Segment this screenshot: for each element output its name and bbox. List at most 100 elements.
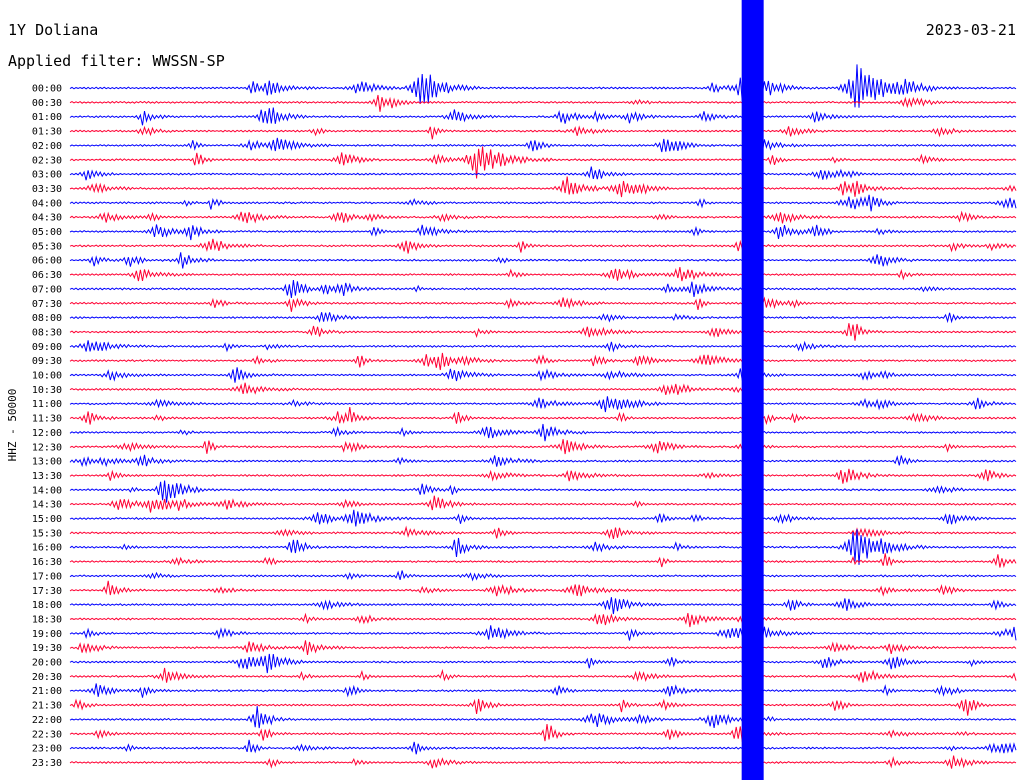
seismic-trace <box>69 407 1017 426</box>
trace-time-label: 13:00 <box>32 457 62 468</box>
trace-time-label: 07:30 <box>32 299 62 310</box>
trace-time-label: 05:00 <box>32 227 62 238</box>
seismic-trace <box>69 210 1017 224</box>
seismic-trace <box>69 312 1017 324</box>
date-label: 2023-03-21 <box>926 21 1016 39</box>
trace-time-label: 10:00 <box>32 371 62 382</box>
trace-time-label: 16:00 <box>32 543 62 554</box>
seismic-trace <box>69 755 1017 769</box>
seismic-trace <box>69 125 1017 140</box>
seismic-trace <box>69 653 1017 674</box>
trace-time-labels: 00:00 00:30 01:00 01:30 02:00 02:30 03:00 03:30… <box>32 84 62 769</box>
trace-time-label: 19:30 <box>32 643 62 654</box>
trace-time-label: 03:00 <box>32 170 62 181</box>
trace-time-label: 01:30 <box>32 127 62 138</box>
trace-time-label: 11:00 <box>32 399 62 410</box>
trace-time-label: 20:30 <box>32 672 62 683</box>
trace-time-label: 23:30 <box>32 758 62 769</box>
trace-time-label: 21:30 <box>32 701 62 712</box>
trace-time-label: 17:00 <box>32 571 62 582</box>
seismic-trace <box>69 698 1017 716</box>
seismic-trace <box>69 423 1017 442</box>
trace-time-label: 22:00 <box>32 715 62 726</box>
seismic-trace <box>69 468 1017 484</box>
trace-time-label: 10:30 <box>32 385 62 396</box>
seismic-trace <box>69 267 1017 282</box>
seismic-trace <box>69 612 1017 628</box>
y-axis-label: HHZ - 50000 <box>6 389 19 462</box>
trace-time-label: 21:00 <box>32 686 62 697</box>
seismic-trace <box>69 382 1017 396</box>
seismic-trace <box>69 224 1017 241</box>
seismic-trace <box>69 323 1017 341</box>
trace-time-label: 06:00 <box>32 256 62 267</box>
seismic-trace <box>69 454 1017 468</box>
trace-time-label: 15:30 <box>32 528 62 539</box>
seismic-trace <box>69 146 1017 179</box>
seismic-trace <box>69 623 1017 646</box>
trace-time-label: 18:00 <box>32 600 62 611</box>
seismic-trace <box>69 580 1017 597</box>
trace-time-label: 17:30 <box>32 586 62 597</box>
seismic-trace <box>69 739 1017 755</box>
trace-time-label: 08:30 <box>32 327 62 338</box>
trace-time-label: 12:30 <box>32 442 62 453</box>
trace-time-label: 16:30 <box>32 557 62 568</box>
seismic-trace <box>69 683 1017 698</box>
seismic-trace <box>69 495 1017 513</box>
station-title: 1Y Doliana <box>8 21 98 39</box>
seismic-trace <box>69 107 1017 126</box>
trace-time-label: 09:30 <box>32 356 62 367</box>
trace-time-label: 06:30 <box>32 270 62 281</box>
trace-time-label: 19:00 <box>32 629 62 640</box>
seismic-trace <box>69 280 1017 298</box>
trace-time-label: 23:00 <box>32 744 62 755</box>
saturated-signal-band <box>741 0 764 780</box>
seismic-trace <box>69 438 1017 455</box>
seismic-trace <box>69 640 1017 655</box>
saturated-event <box>741 0 764 780</box>
seismic-trace <box>69 137 1017 153</box>
trace-time-label: 13:30 <box>32 471 62 482</box>
trace-time-label: 07:00 <box>32 284 62 295</box>
trace-time-label: 14:30 <box>32 500 62 511</box>
trace-time-label: 11:30 <box>32 414 62 425</box>
trace-time-label: 00:00 <box>32 84 62 95</box>
seismic-trace <box>69 570 1017 582</box>
trace-time-label: 02:30 <box>32 155 62 166</box>
seismic-trace <box>69 166 1017 181</box>
seismic-trace <box>69 509 1017 527</box>
trace-time-label: 00:30 <box>32 98 62 109</box>
seismic-trace <box>69 176 1017 198</box>
seismic-trace <box>69 667 1017 683</box>
seismic-trace <box>69 553 1017 569</box>
trace-time-label: 22:30 <box>32 729 62 740</box>
seismic-trace <box>69 529 1017 565</box>
seismic-trace <box>69 706 1017 729</box>
seismic-trace <box>69 252 1017 269</box>
trace-time-label: 01:00 <box>32 112 62 123</box>
trace-time-label: 04:00 <box>32 198 62 209</box>
filter-label: Applied filter: WWSSN-SP <box>8 52 225 70</box>
seismic-trace <box>69 296 1017 312</box>
seismic-trace <box>69 597 1017 615</box>
seismic-trace <box>69 94 1017 112</box>
seismic-trace <box>69 480 1017 503</box>
trace-time-label: 05:30 <box>32 241 62 252</box>
seismic-trace <box>69 396 1017 413</box>
trace-time-label: 03:30 <box>32 184 62 195</box>
trace-time-label: 09:00 <box>32 342 62 353</box>
trace-time-label: 12:00 <box>32 428 62 439</box>
seismic-trace <box>69 724 1017 743</box>
trace-time-label: 02:00 <box>32 141 62 152</box>
seismic-trace <box>69 194 1017 212</box>
trace-time-label: 04:30 <box>32 213 62 224</box>
seismic-trace <box>69 367 1017 383</box>
seismic-trace <box>69 64 1017 108</box>
seismic-trace <box>69 525 1017 540</box>
trace-time-label: 20:00 <box>32 658 62 669</box>
trace-time-label: 18:30 <box>32 614 62 625</box>
trace-lines <box>69 64 1017 769</box>
seismic-trace <box>69 238 1017 254</box>
